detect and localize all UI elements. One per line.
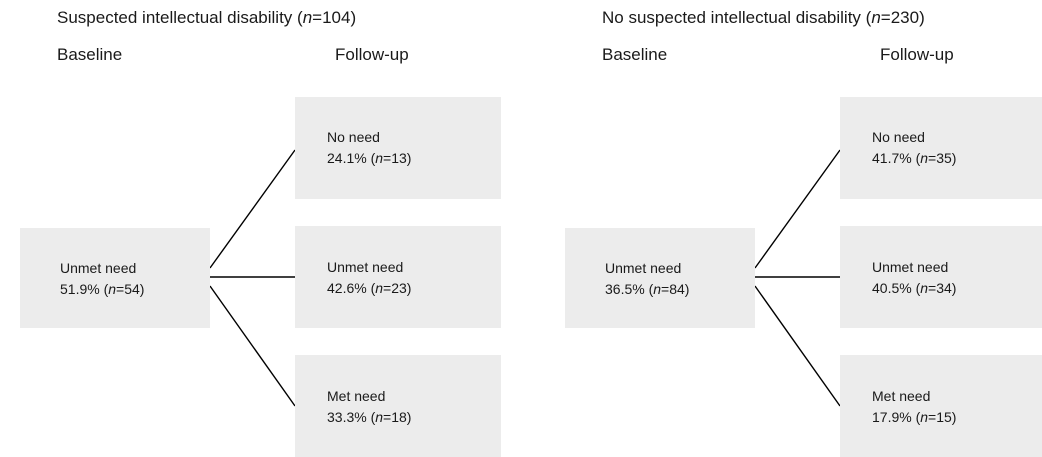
followup-box-unmet-need: Unmet need 40.5% (n=34) [840,226,1042,328]
panel-suspected-id: Suspected intellectual disability (n=104… [0,0,501,457]
box-label: No need [872,129,925,145]
baseline-box-unmet-need: Unmet need 36.5% (n=84) [565,228,755,328]
followup-box-unmet-need: Unmet need 42.6% (n=23) [295,226,501,328]
box-value: 40.5% (n=34) [872,280,957,296]
panel-no-suspected-id: No suspected intellectual disability (n=… [545,0,1042,457]
box-label: Unmet need [60,260,137,276]
box-value: 51.9% (n=54) [60,281,145,297]
connector-to-no-need [754,149,841,269]
box-label: Unmet need [605,260,682,276]
connector-to-no-need [209,149,296,269]
flow-connectors [754,149,841,407]
box-value: 24.1% (n=13) [327,150,412,166]
followup-header: Follow-up [335,45,409,64]
box-label: No need [327,129,380,145]
box-value: 33.3% (n=18) [327,409,412,425]
followup-box-no-need: No need 41.7% (n=35) [840,97,1042,199]
box-value: 42.6% (n=23) [327,280,412,296]
connector-to-met-need [209,285,296,407]
followup-header: Follow-up [880,45,954,64]
box-value: 17.9% (n=15) [872,409,957,425]
box-label: Met need [327,388,386,404]
followup-box-no-need: No need 24.1% (n=13) [295,97,501,199]
box-label: Unmet need [872,259,949,275]
followup-box-met-need: Met need 17.9% (n=15) [840,355,1042,457]
panel-title: Suspected intellectual disability (n=104… [57,8,357,27]
panel-title: No suspected intellectual disability (n=… [602,8,925,27]
box-label: Unmet need [327,259,404,275]
flow-connectors [209,149,296,407]
followup-box-met-need: Met need 33.3% (n=18) [295,355,501,457]
baseline-box-unmet-need: Unmet need 51.9% (n=54) [20,228,210,328]
baseline-header: Baseline [602,45,668,64]
box-value: 41.7% (n=35) [872,150,957,166]
connector-to-met-need [754,285,841,407]
box-label: Met need [872,388,931,404]
baseline-header: Baseline [57,45,123,64]
box-value: 36.5% (n=84) [605,281,690,297]
